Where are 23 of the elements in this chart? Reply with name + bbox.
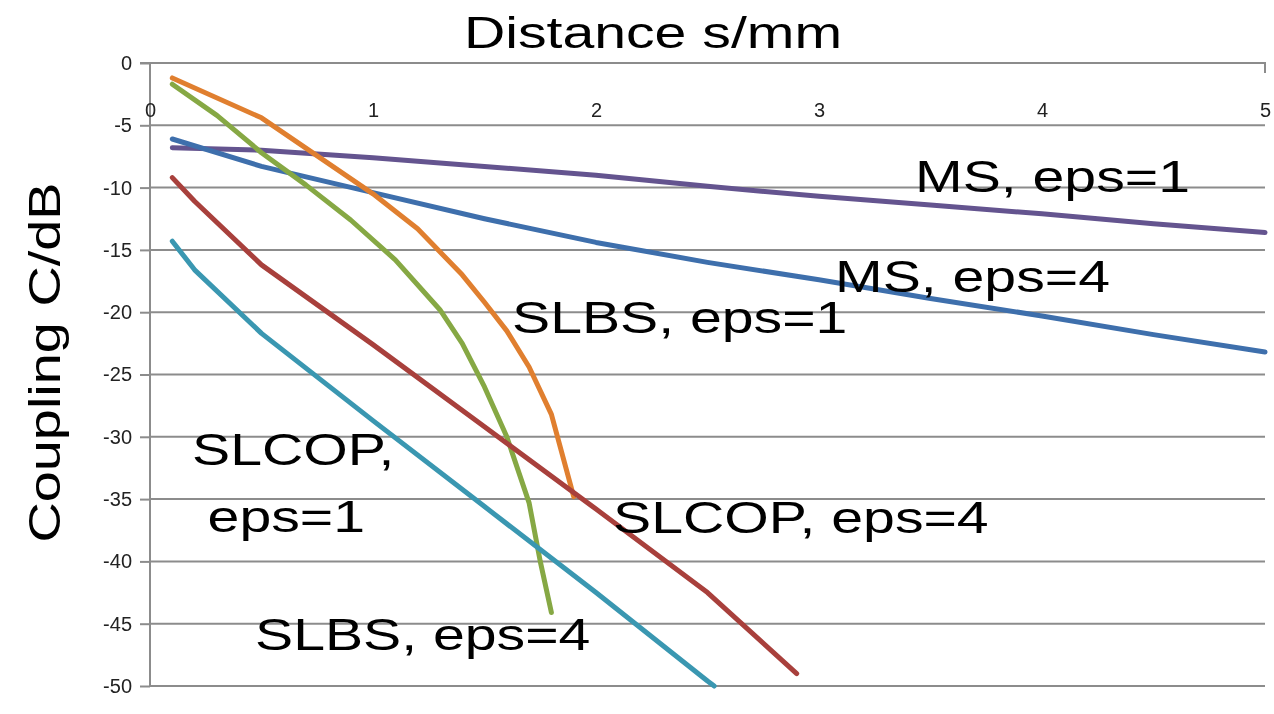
x-tick-label: 5 bbox=[1259, 99, 1272, 122]
y-tick-label: 0 bbox=[120, 51, 132, 74]
annotation: SLBS, eps=4 bbox=[255, 610, 591, 660]
y-tick-label: -10 bbox=[103, 176, 132, 199]
annotation: SLCOP, eps=1 bbox=[192, 425, 395, 542]
x-axis-title: Distance s/mm bbox=[463, 8, 843, 58]
x-tick-label: 0 bbox=[144, 99, 157, 122]
x-tick-label: 3 bbox=[813, 99, 826, 122]
annotation: SLCOP, eps=4 bbox=[613, 493, 989, 543]
y-tick-label: -40 bbox=[103, 550, 132, 573]
y-tick-label: -15 bbox=[103, 238, 132, 261]
x-tick-label: 2 bbox=[590, 99, 603, 122]
y-tick-label: -30 bbox=[103, 425, 132, 448]
y-tick-label: -50 bbox=[103, 674, 132, 697]
y-tick-label: -5 bbox=[114, 114, 132, 137]
y-axis-title: Coupling C/dB bbox=[19, 182, 70, 543]
y-tick-label: -35 bbox=[103, 488, 132, 510]
annotation: MS, eps=1 bbox=[915, 152, 1190, 202]
x-tick-label: 4 bbox=[1036, 99, 1049, 122]
y-tick-label: -25 bbox=[103, 363, 132, 386]
y-tick-label: -20 bbox=[103, 301, 132, 324]
y-tick-label: -45 bbox=[103, 612, 132, 635]
x-tick-label: 1 bbox=[367, 99, 380, 122]
